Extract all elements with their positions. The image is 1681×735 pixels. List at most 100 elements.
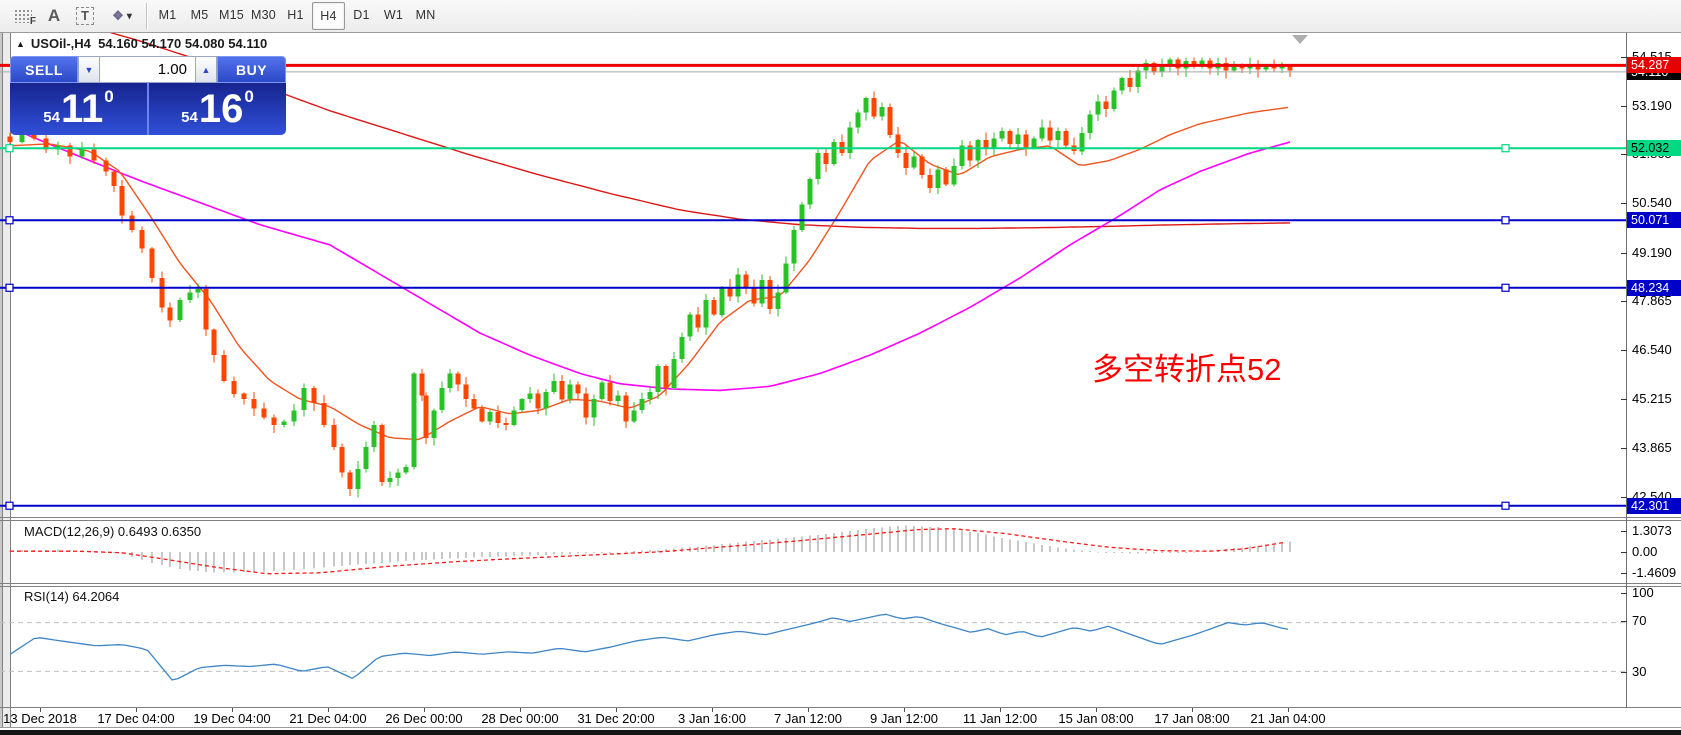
dot-grid-icon: F (14, 9, 36, 27)
date-tick-mark (616, 708, 617, 712)
panel-separator[interactable] (0, 583, 1681, 584)
date-tick-mark (1192, 708, 1193, 712)
axis-tick-mark (1621, 552, 1627, 553)
axis-tick-mark (1621, 350, 1627, 351)
panel-separator (0, 586, 1681, 587)
timeframe-h4[interactable]: H4 (312, 2, 345, 30)
axis-tick-mark (1621, 573, 1627, 574)
text-annotation-icon[interactable]: A (47, 6, 61, 25)
timeframe-m1[interactable]: M1 (158, 8, 177, 22)
date-tick-mark (136, 708, 137, 712)
date-label: 26 Dec 00:00 (385, 711, 463, 726)
sell-price-whole: 54 (43, 109, 60, 126)
buy-price-pips: 16 (198, 87, 244, 131)
buy-price-pipette: 0 (244, 87, 254, 106)
date-label: 19 Dec 04:00 (193, 711, 271, 726)
ma_fast-line (9, 106, 1289, 441)
axis-tick-label: 0.00 (1632, 544, 1658, 559)
date-label: 31 Dec 20:00 (577, 711, 655, 726)
axis-tick-mark (1621, 154, 1627, 155)
macd-panel-canvas[interactable] (0, 521, 1626, 583)
rsi-line (9, 613, 1289, 681)
volume-decrease-button[interactable]: ▼ (78, 56, 100, 83)
axis-tick-label: 43.865 (1632, 440, 1672, 455)
shapes-glyph: ❖ (112, 8, 124, 23)
buy-price-button[interactable]: 54 16 0 (147, 83, 286, 135)
ohlc-values: 54.160 54.170 54.080 54.110 (98, 36, 268, 51)
axis-tick-label: 50.540 (1632, 195, 1672, 210)
text-label-glyph: T (76, 7, 94, 25)
shapes-icon[interactable]: ❖ ▾ (104, 4, 140, 28)
axis-tick-label: 100 (1632, 585, 1654, 600)
buy-button[interactable]: BUY (217, 56, 286, 83)
timeframe-h1[interactable]: H1 (287, 8, 304, 22)
panel-separator (0, 707, 1681, 708)
axis-tick-mark (1621, 531, 1627, 532)
date-tick-mark (904, 708, 905, 712)
volume-input[interactable]: 1.00 (100, 56, 195, 83)
timeframe-bar: M1 M5 M15 M30 H1 H4 D1 W1 MN (152, 2, 442, 30)
axis-tick-mark (1621, 301, 1627, 302)
date-label: 28 Dec 00:00 (481, 711, 559, 726)
collapse-triangle-icon[interactable]: ▲ (16, 39, 25, 49)
date-tick-mark (520, 708, 521, 712)
date-label: 9 Jan 12:00 (870, 711, 938, 726)
one-click-trading-panel: SELL ▼ 1.00 ▲ BUY 54 11 0 54 16 0 (10, 56, 286, 135)
axis-tick-label: 1.3073 (1632, 523, 1672, 538)
date-tick-mark (1096, 708, 1097, 712)
taskbar-edge (0, 730, 1681, 735)
text-label-icon[interactable]: T (72, 4, 98, 28)
panel-separator[interactable] (0, 517, 1681, 518)
date-tick-mark (808, 708, 809, 712)
date-label: 13 Dec 2018 (3, 711, 77, 726)
price-axis-border (1626, 33, 1627, 708)
toolbar: F A T ❖ ▾ M1 M5 M15 M30 H1 H4 D1 W1 MN (0, 0, 1681, 33)
sell-button[interactable]: SELL (10, 56, 78, 83)
sell-price-pips: 11 (60, 87, 104, 131)
date-tick-mark (232, 708, 233, 712)
date-tick-mark (1288, 708, 1289, 712)
date-label: 7 Jan 12:00 (774, 711, 842, 726)
axis-tick-label: 46.540 (1632, 342, 1672, 357)
level-price-label: 54.287 (1627, 57, 1681, 73)
macd-histogram (9, 525, 1291, 573)
date-label: 17 Dec 04:00 (97, 711, 175, 726)
buy-price-whole: 54 (181, 109, 198, 126)
axis-tick-label: 45.215 (1632, 391, 1672, 406)
date-label: 15 Jan 08:00 (1058, 711, 1134, 726)
macd-label: MACD(12,26,9) 0.6493 0.6350 (24, 524, 202, 539)
timeframe-m5[interactable]: M5 (190, 8, 209, 22)
axis-tick-mark (1621, 106, 1627, 107)
axis-tick-mark (1621, 253, 1627, 254)
axis-tick-label: 70 (1632, 613, 1647, 628)
level-price-label: 50.071 (1627, 212, 1681, 228)
axis-tick-mark (1621, 593, 1627, 594)
timeframe-w1[interactable]: W1 (383, 8, 404, 22)
chevron-down-icon: ▾ (126, 10, 132, 22)
axis-tick-mark (1621, 57, 1627, 58)
timeframe-m30[interactable]: M30 (251, 8, 276, 22)
level-price-label: 48.234 (1627, 280, 1681, 296)
axis-tick-label: 47.865 (1632, 293, 1672, 308)
timeframe-d1[interactable]: D1 (353, 8, 370, 22)
chart-text-annotation[interactable]: 多空转折点52 (1092, 352, 1282, 387)
axis-tick-label: 53.190 (1632, 98, 1672, 113)
chart-shift-marker-icon (1292, 35, 1308, 44)
timeframe-mn[interactable]: MN (415, 8, 436, 22)
date-label: 3 Jan 16:00 (678, 711, 746, 726)
volume-increase-button[interactable]: ▲ (195, 56, 217, 83)
indicator-grid-icon[interactable]: F (8, 4, 38, 28)
axis-tick-mark (1621, 448, 1627, 449)
panel-separator (0, 520, 1681, 521)
axis-tick-mark (1621, 203, 1627, 204)
grid-sub-label: F (29, 16, 36, 27)
sell-price-button[interactable]: 54 11 0 (10, 83, 147, 135)
candles (7, 57, 1293, 498)
rsi-panel-canvas[interactable] (0, 586, 1626, 708)
date-tick-mark (712, 708, 713, 712)
date-tick-mark (40, 708, 41, 712)
timeframe-m15[interactable]: M15 (219, 8, 244, 22)
date-label: 21 Dec 04:00 (289, 711, 367, 726)
date-tick-mark (424, 708, 425, 712)
